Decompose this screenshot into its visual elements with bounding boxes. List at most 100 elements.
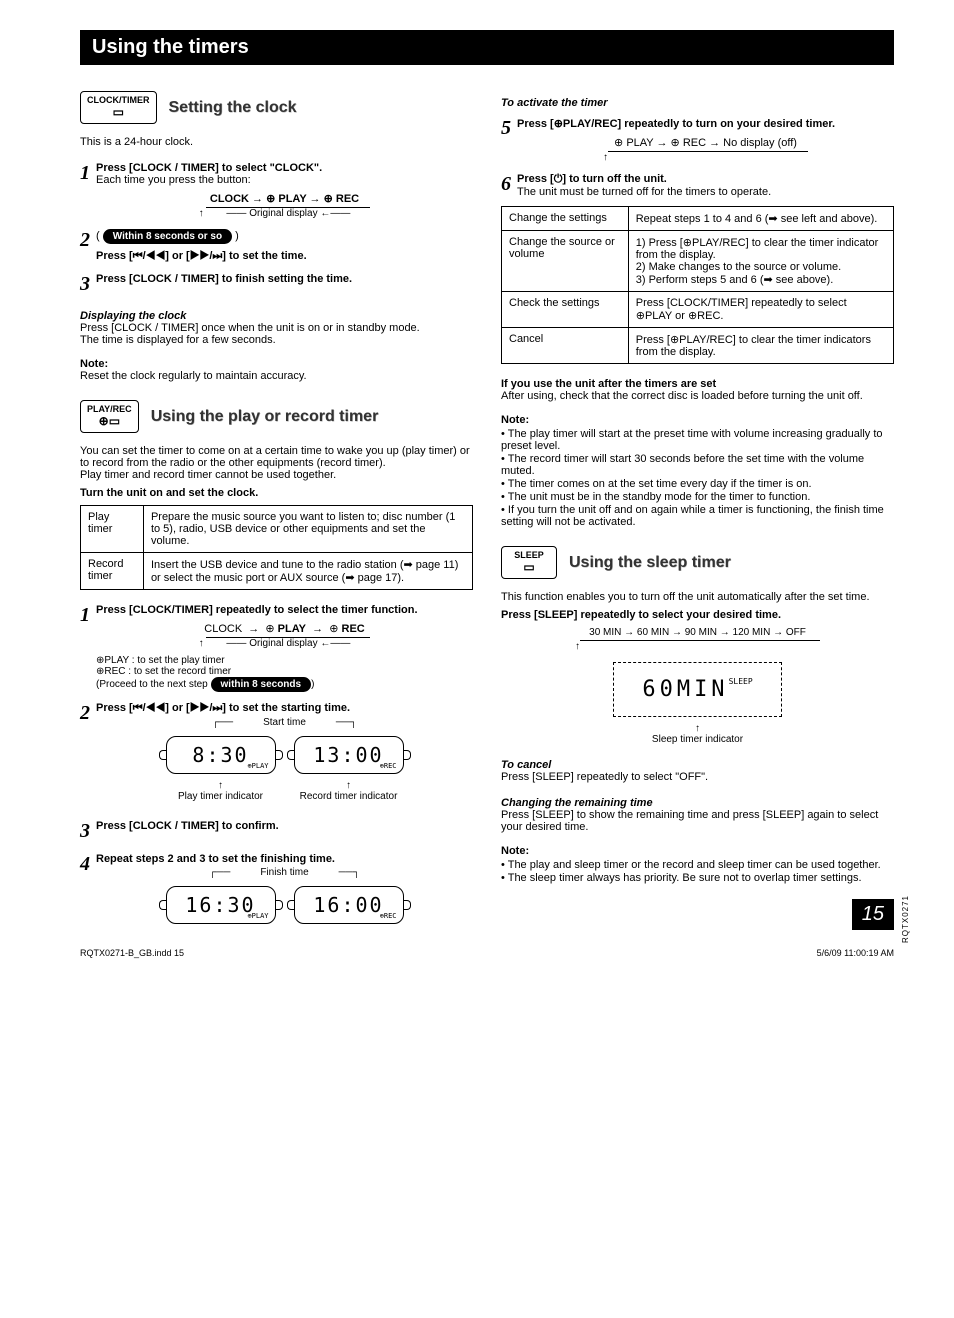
- note-list: The play timer will start at the preset …: [501, 428, 894, 528]
- post-body: After using, check that the correct disc…: [501, 390, 894, 402]
- step-3-clock: 3 Press [CLOCK / TIMER] to finish settin…: [80, 273, 473, 296]
- page-title-bar: Using the timers: [80, 30, 894, 65]
- icon-shape: ▭: [87, 106, 150, 119]
- step5-sequence: ⊕ PLAY → ⊕ REC → No display (off): [517, 136, 894, 149]
- displaying-clock-body1: Press [CLOCK / TIMER] once when the unit…: [80, 322, 473, 334]
- clock-intro: This is a 24-hour clock.: [80, 136, 473, 148]
- sleep-icon: SLEEP ▭: [501, 546, 557, 579]
- icon-shape: ▭: [508, 561, 550, 574]
- playrec-sequence: CLOCK → ⊕ PLAY → ⊕ REC: [96, 622, 473, 635]
- step-number: 3: [80, 273, 90, 296]
- playrec-intro2: Play timer and record timer cannot be us…: [80, 469, 473, 481]
- step-text: Press [⏮/◀◀] or [▶▶/⏭] to set the time.: [96, 250, 473, 263]
- step-number: 1: [80, 162, 90, 219]
- cell: Prepare the music source you want to lis…: [143, 506, 472, 553]
- clock-sequence: CLOCK → ⊕ PLAY → ⊕ REC: [96, 192, 473, 205]
- note-head: Note:: [501, 414, 894, 426]
- finish-time-displays: 16:30⊕PLAY 16:00⊕REC: [96, 886, 473, 924]
- within-8s-pill: within 8 seconds: [211, 677, 312, 692]
- note-item: The play timer will start at the preset …: [501, 428, 894, 452]
- table-row: Play timer Prepare the music source you …: [81, 506, 473, 553]
- note-item: The timer comes on at the set time every…: [501, 478, 894, 490]
- table-row: Change the source or volume 1) Press [⊕P…: [502, 231, 894, 292]
- table-row: Cancel Press [⊕PLAY/REC] to clear the ti…: [502, 328, 894, 364]
- note-body: Reset the clock regularly to maintain ac…: [80, 370, 473, 382]
- within-8s-pill: Within 8 seconds or so: [103, 229, 232, 244]
- pre-bold: Turn the unit on and set the clock.: [80, 487, 473, 499]
- step-text: Press [CLOCK / TIMER] to confirm.: [96, 820, 473, 832]
- playrec-table: Play timer Prepare the music source you …: [80, 505, 473, 590]
- step-pill-wrap: ( Within 8 seconds or so ): [96, 229, 473, 244]
- sleep-display-wrap: 60MINSLEEP ↑Sleep timer indicator: [501, 662, 894, 745]
- step-number: 6: [501, 173, 511, 198]
- cell: Play timer: [81, 506, 144, 553]
- note-item: The play and sleep timer or the record a…: [501, 859, 894, 871]
- cell: Insert the USB device and tune to the ra…: [143, 553, 472, 590]
- step-4-playrec: 4 Repeat steps 2 and 3 to set the finish…: [80, 853, 473, 932]
- note-item: The record timer will start 30 seconds b…: [501, 453, 894, 477]
- lcd-display: 13:00⊕REC: [294, 736, 404, 774]
- cell: Check the settings: [502, 292, 629, 328]
- step-1-playrec: 1 Press [CLOCK/TIMER] repeatedly to sele…: [80, 604, 473, 692]
- sub-play: ⊕PLAY : to set the play timer: [96, 655, 473, 666]
- step-text: Press [CLOCK / TIMER] to select "CLOCK".: [96, 162, 473, 174]
- start-time-label: ┌── Start time ──┐: [96, 717, 473, 728]
- sleep-intro: This function enables you to turn off th…: [501, 591, 894, 603]
- step-number: 5: [501, 117, 511, 163]
- step-3-playrec: 3 Press [CLOCK / TIMER] to confirm.: [80, 820, 473, 843]
- step-2-clock: 2 ( Within 8 seconds or so ) Press [⏮/◀◀…: [80, 229, 473, 263]
- step-1-clock: 1 Press [CLOCK / TIMER] to select "CLOCK…: [80, 162, 473, 219]
- step-number: 1: [80, 604, 90, 692]
- step-text: Press [CLOCK/TIMER] repeatedly to select…: [96, 604, 473, 616]
- play-start-unit: 8:30⊕PLAY ↑Play timer indicator: [166, 736, 276, 802]
- section-title: Using the sleep timer: [569, 554, 731, 572]
- lcd-caption: ↑Record timer indicator: [294, 780, 404, 802]
- cancel-head: To cancel: [501, 759, 894, 771]
- start-time-displays: 8:30⊕PLAY ↑Play timer indicator 13:00⊕RE…: [96, 736, 473, 802]
- step-subtext: Each time you press the button:: [96, 174, 473, 186]
- cell: Cancel: [502, 328, 629, 364]
- page-columns: CLOCK/TIMER ▭ Setting the clock This is …: [80, 83, 894, 940]
- section-head-clock: CLOCK/TIMER ▭ Setting the clock: [80, 91, 473, 124]
- step-text: Repeat steps 2 and 3 to set the finishin…: [96, 853, 473, 865]
- step-5: 5 Press [⊕PLAY/REC] repeatedly to turn o…: [501, 117, 894, 163]
- sub-rec: ⊕REC : to set the record timer: [96, 666, 473, 677]
- activate-head: To activate the timer: [501, 97, 894, 109]
- step-2-playrec: 2 Press [⏮/◀◀] or [▶▶/⏭] to set the star…: [80, 702, 473, 810]
- note-head: Note:: [501, 845, 894, 857]
- change-head: Changing the remaining time: [501, 797, 894, 809]
- footer-right: 5/6/09 11:00:19 AM: [817, 948, 894, 958]
- step-text: Press [⊕PLAY/REC] repeatedly to turn on …: [517, 117, 894, 130]
- sleep-sequence: 30 MIN → 60 MIN → 90 MIN → 120 MIN → OFF: [501, 627, 894, 638]
- icon-shape: ⊕▭: [87, 415, 132, 428]
- playrec-sequence-loop: ↑ —— Original display ←——: [96, 637, 473, 649]
- section-head-playrec: PLAY/REC ⊕▭ Using the play or record tim…: [80, 400, 473, 433]
- step-subtext: The unit must be turned off for the time…: [517, 186, 894, 198]
- finish-time-label: ┌── Finish time ──┐: [96, 867, 473, 878]
- cell: Change the source or volume: [502, 231, 629, 292]
- clock-sequence-loop: ↑ —— Original display ←——: [96, 207, 473, 219]
- note-list: The play and sleep timer or the record a…: [501, 859, 894, 884]
- note-item: The unit must be in the standby mode for…: [501, 491, 894, 503]
- step-number: 2: [80, 702, 90, 810]
- cell: Record timer: [81, 553, 144, 590]
- note-item: If you turn the unit off and on again wh…: [501, 504, 894, 528]
- cell: 1) Press [⊕PLAY/REC] to clear the timer …: [628, 231, 893, 292]
- rec-start-unit: 13:00⊕REC ↑Record timer indicator: [294, 736, 404, 802]
- table-row: Record timer Insert the USB device and t…: [81, 553, 473, 590]
- section-title: Using the play or record timer: [151, 408, 379, 426]
- sleep-press-bold: Press [SLEEP] repeatedly to select your …: [501, 609, 894, 621]
- lcd-caption: ↑Play timer indicator: [166, 780, 276, 802]
- lcd-display: 8:30⊕PLAY: [166, 736, 276, 774]
- cell: Press [⊕PLAY/REC] to clear the timer ind…: [628, 328, 893, 364]
- right-column: To activate the timer 5 Press [⊕PLAY/REC…: [501, 83, 894, 940]
- table-row: Check the settings Press [CLOCK/TIMER] r…: [502, 292, 894, 328]
- play-rec-icon: PLAY/REC ⊕▭: [80, 400, 139, 433]
- step-6: 6 Press [⏻] to turn off the unit. The un…: [501, 173, 894, 198]
- sub-proceed: (Proceed to the next step within 8 secon…: [96, 677, 473, 692]
- step-number: 2: [80, 229, 90, 263]
- step5-loop: ↑: [517, 151, 894, 163]
- clock-timer-icon: CLOCK/TIMER ▭: [80, 91, 157, 124]
- displaying-clock-head: Displaying the clock: [80, 310, 473, 322]
- note-item: The sleep timer always has priority. Be …: [501, 872, 894, 884]
